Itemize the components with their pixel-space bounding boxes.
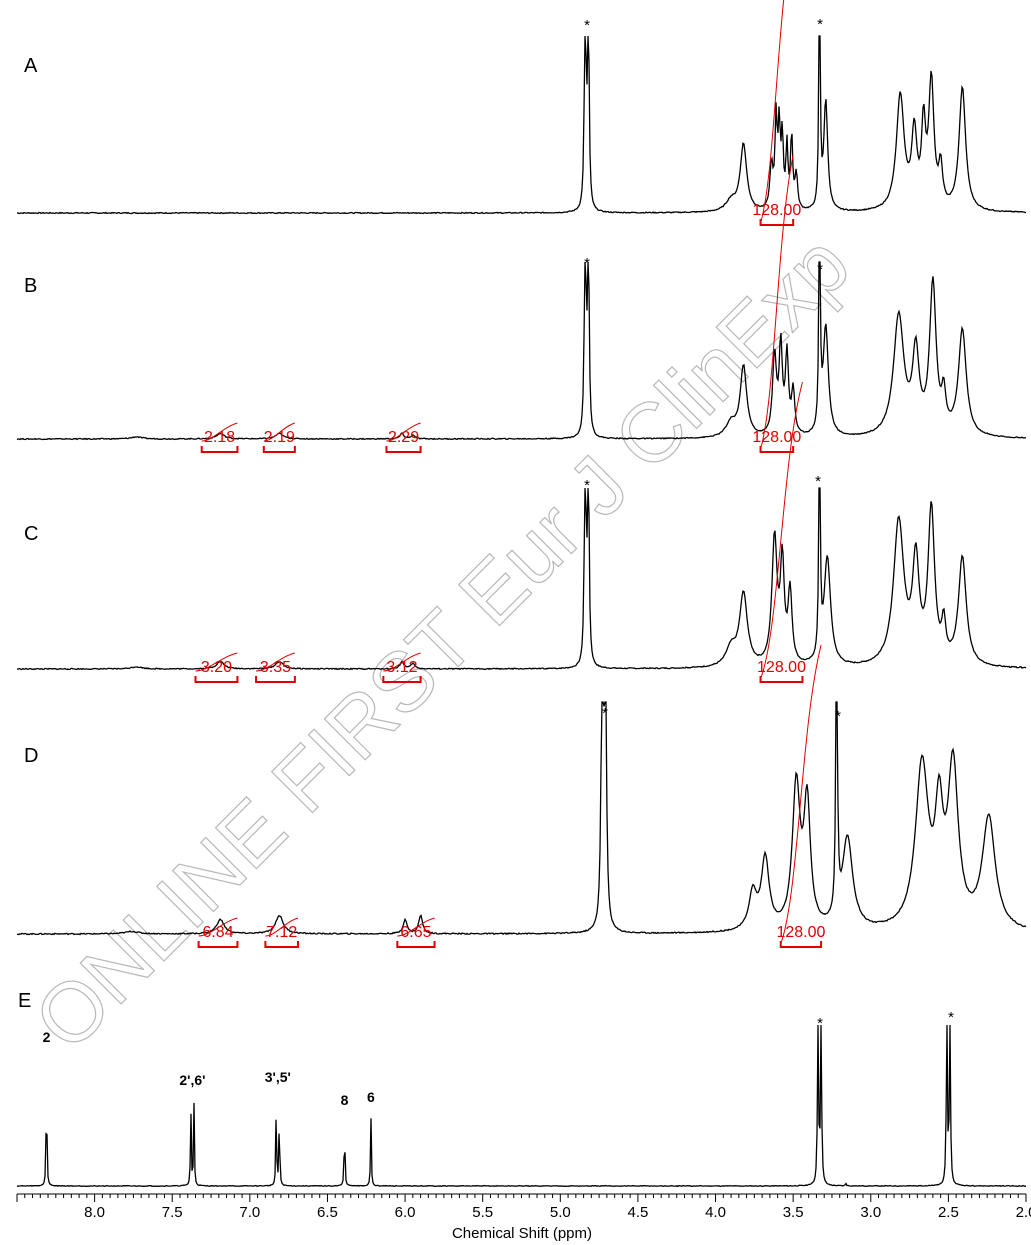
solvent-marker: * [817, 1015, 823, 1032]
x-tick-label: 5.5 [472, 1204, 493, 1221]
spectrum-line [16, 1024, 1026, 1188]
peak-label: 2 [43, 1029, 51, 1045]
peak-label: 6 [367, 1089, 375, 1105]
integral-value: 3.12 [386, 659, 417, 676]
solvent-marker: * [948, 1009, 954, 1026]
integral-bracket [264, 941, 299, 948]
watermark-text: ONLINE FIRST Eur J ClinExp [16, 217, 867, 1068]
x-tick-label: 6.5 [317, 1204, 338, 1221]
integral-value: 3.20 [201, 659, 232, 676]
panel-label: E [18, 990, 31, 1012]
integral-value: 3.35 [260, 659, 291, 676]
integral-curve [201, 422, 238, 442]
solvent-marker: * [584, 477, 590, 494]
integral-curve [383, 652, 421, 672]
watermark: ONLINE FIRST Eur J ClinExp [16, 216, 868, 1068]
solvent-marker: * [584, 255, 590, 272]
integral-curve [256, 652, 295, 672]
integral-bracket [759, 676, 804, 683]
integral-value: 128.00 [757, 659, 806, 676]
x-tick-label: 7.5 [162, 1204, 183, 1221]
integral-bracket [200, 446, 239, 453]
integral-curve [760, 0, 785, 224]
spectrum-panel-B: B * * 2.18 2.19 2.29 128.00 [16, 154, 1027, 453]
solvent-marker: * [602, 705, 608, 722]
integral-curve [760, 381, 803, 680]
integral-curve [198, 917, 238, 937]
panel-label: B [24, 275, 37, 297]
x-tick-label: 8.0 [84, 1204, 105, 1221]
spectrum-line [16, 35, 1026, 215]
integral-curve [397, 917, 435, 937]
spectrum-line [16, 487, 1027, 671]
integral-bracket [382, 676, 422, 683]
integral-bracket [255, 676, 296, 683]
integral-bracket [262, 446, 296, 453]
integral-value: 6.65 [400, 924, 431, 941]
x-axis: 8.0 7.5 7.0 6.5 6.0 5.5 5.0 4.5 4.0 3.5 3.0 2.5 2.0 C… [16, 1193, 1031, 1242]
integral-bracket [385, 446, 422, 453]
integral-curve [195, 652, 238, 672]
integral-bracket [779, 941, 823, 948]
integral-curve [780, 644, 822, 945]
integral-bracket [759, 446, 795, 453]
panel-label: C [24, 523, 38, 545]
integral-curve [386, 422, 421, 442]
integral-value: 2.29 [388, 429, 419, 446]
panel-label: A [24, 55, 38, 77]
x-tick-label: 2.0 [1016, 1204, 1031, 1221]
x-tick-label: 5.0 [550, 1204, 571, 1221]
x-tick-label: 6.0 [395, 1204, 416, 1221]
x-axis-title: Chemical Shift (ppm) [452, 1225, 592, 1242]
integral-curve [265, 917, 299, 937]
peak-label: 8 [341, 1092, 349, 1108]
spectrum-line [16, 261, 1027, 441]
solvent-marker: * [815, 473, 821, 490]
integral-value: 6.84 [202, 924, 233, 941]
x-tick-label: 3.0 [860, 1204, 881, 1221]
spectrum-panel-A: A * * 128.00 [16, 0, 1026, 226]
integral-value: 128.00 [752, 202, 801, 219]
integral-curve [263, 422, 296, 442]
solvent-marker: * [817, 261, 823, 278]
panel-label: D [24, 745, 38, 767]
spectrum-panel-E: E * * 2 2',6' 3',5' 8 6 [16, 990, 1026, 1188]
integral-bracket [194, 676, 239, 683]
peak-label: 3',5' [265, 1069, 291, 1085]
integral-bracket [759, 219, 795, 226]
solvent-marker: * [817, 16, 823, 33]
solvent-marker: * [835, 708, 841, 725]
integral-value: 128.00 [776, 924, 825, 941]
peak-label: 2',6' [179, 1072, 205, 1088]
x-tick-label: 7.0 [239, 1204, 260, 1221]
x-tick-label: 4.5 [627, 1204, 648, 1221]
spectra-panels: A * * 128.00 B * * 2.18 2.19 2.29 128.00 C * * 3.20 3.3… [16, 0, 1027, 1188]
integral-value: 2.18 [204, 429, 235, 446]
spectrum-line [16, 701, 1027, 936]
integral-curve [760, 154, 794, 450]
spectrum-panel-D: D * * 6.84 7.12 6.65 128.00 [16, 644, 1027, 948]
integral-bracket [396, 941, 436, 948]
x-tick-label: 3.5 [783, 1204, 804, 1221]
integral-value: 2.19 [264, 429, 295, 446]
integral-value: 7.12 [266, 924, 297, 941]
integral-bracket [197, 941, 239, 948]
integral-value: 128.00 [752, 429, 801, 446]
solvent-marker: * [584, 17, 590, 34]
spectrum-panel-C: C * * 3.20 3.35 3.12 128.00 [16, 381, 1027, 683]
x-tick-label: 4.0 [705, 1204, 726, 1221]
x-tick-label: 2.5 [938, 1204, 959, 1221]
